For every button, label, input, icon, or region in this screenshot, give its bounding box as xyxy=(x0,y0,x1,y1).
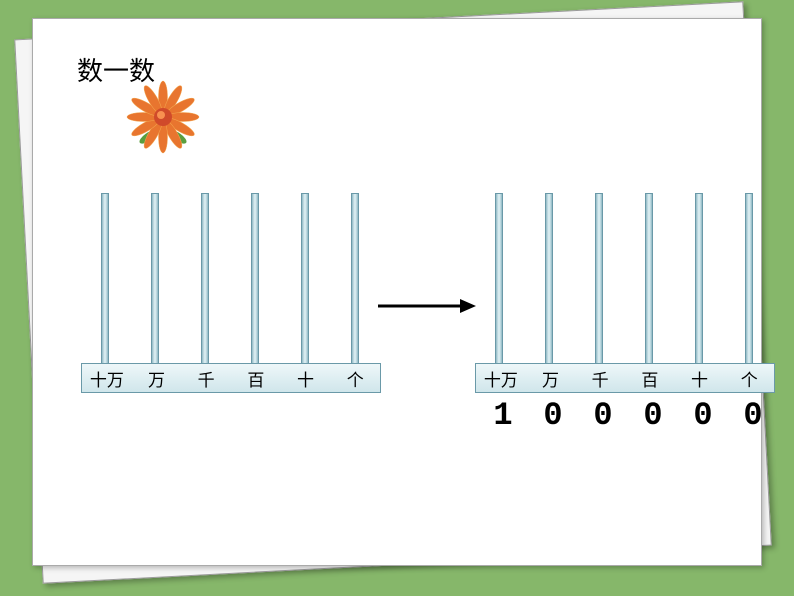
place-label: 十 xyxy=(675,366,725,391)
result-digit: 0 xyxy=(678,397,728,434)
abacus-rod xyxy=(201,193,209,369)
place-label: 万 xyxy=(132,366,182,391)
result-digit: 0 xyxy=(728,397,778,434)
abacus-rod xyxy=(745,193,753,369)
abacus-rod xyxy=(351,193,359,369)
flower-icon xyxy=(123,77,203,157)
place-label: 百 xyxy=(625,366,675,391)
base-right: 十万万千百十个 xyxy=(475,363,775,393)
place-label: 个 xyxy=(724,366,774,391)
abacus-rod xyxy=(101,193,109,369)
place-label: 百 xyxy=(231,366,281,391)
place-label: 千 xyxy=(575,366,625,391)
rods-right xyxy=(483,193,768,363)
rods-left xyxy=(89,193,374,363)
abacus-rod xyxy=(301,193,309,369)
place-label: 十万 xyxy=(476,366,526,391)
place-label: 十万 xyxy=(82,366,132,391)
result-digit: 1 xyxy=(478,397,528,434)
abacus-right: 十万万千百十个 100000 xyxy=(483,193,768,363)
abacus-rod xyxy=(495,193,503,369)
abacus-rod xyxy=(595,193,603,369)
place-label: 万 xyxy=(526,366,576,391)
paper-stack-front: 数一数 十万万千百十个 十万万千百十个 100000 xyxy=(32,18,762,566)
abacus-rod xyxy=(251,193,259,369)
result-digit: 0 xyxy=(578,397,628,434)
result-digit: 0 xyxy=(628,397,678,434)
abacus-rod xyxy=(151,193,159,369)
arrow-icon xyxy=(378,294,478,318)
result-digit: 0 xyxy=(528,397,578,434)
base-left: 十万万千百十个 xyxy=(81,363,381,393)
abacus-rod xyxy=(695,193,703,369)
place-label: 个 xyxy=(330,366,380,391)
abacus-rod xyxy=(545,193,553,369)
abacus-left: 十万万千百十个 xyxy=(89,193,374,363)
result-row: 100000 xyxy=(478,397,778,434)
abacus-rod xyxy=(645,193,653,369)
place-label: 十 xyxy=(281,366,331,391)
place-label: 千 xyxy=(181,366,231,391)
